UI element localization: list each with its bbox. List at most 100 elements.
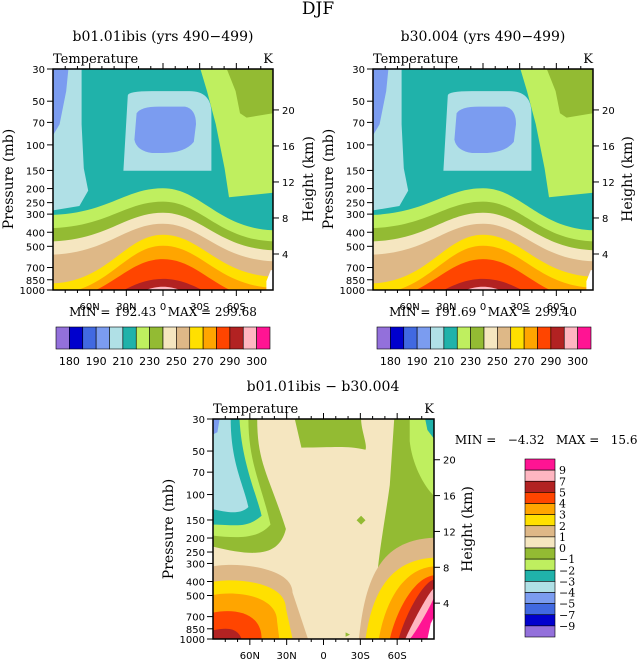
x-tick-label: 0 [160,302,166,313]
colorbar-label: 230 [139,355,160,368]
colorbar-label: 180 [59,355,80,368]
colorbar-label: −2 [559,564,575,577]
left-string: Temperature [213,402,298,417]
y-tick-label-right: 16 [282,142,295,153]
y-tick-label-right: 16 [443,492,456,503]
missing-data [266,270,273,290]
colorbar-box [497,326,512,350]
colorbar-label: −9 [559,620,575,633]
y-tick-label-right: 4 [602,250,608,261]
colorbar-box [202,326,217,350]
y-tick-label-right: 4 [443,599,449,610]
colorbar-box [470,326,485,350]
colorbar-box [524,458,556,471]
contour-plot [373,69,593,290]
y-tick-label: 500 [186,592,205,603]
y-tick-label: 70 [352,118,365,129]
y-tick-label: 100 [346,141,365,152]
y-tick-label: 150 [26,166,45,177]
colorbar-label: 250 [487,355,508,368]
colorbar-label: 190 [86,355,107,368]
x-tick-label: 30S [510,302,529,313]
y-tick-label-right: 12 [602,178,615,189]
contour-fill [409,597,434,639]
colorbar-box [416,326,431,350]
colorbar-box [537,326,552,350]
y-tick-label: 30 [32,65,45,76]
missing-data [427,617,434,639]
x-tick-label: 60N [80,302,100,313]
y-tick-label-right: 16 [602,142,615,153]
colorbar-label: 230 [460,355,481,368]
panel-title: b30.004 (yrs 490−499) [401,29,566,45]
min-max-text: MIN = 191.69 MAX = 299.40 [389,305,577,319]
panel-title: b01.01ibis − b30.004 [247,379,400,395]
contour-fill [213,628,244,639]
colorbar-box [162,326,177,350]
colorbar-label: −1 [559,553,575,566]
y-tick-label-right: 20 [602,106,615,117]
y-tick-label-right: 20 [443,456,456,467]
y-tick-label: 150 [346,166,365,177]
y-tick-label-right: 8 [443,563,449,574]
y-tick-label: 700 [186,613,205,624]
contour-fill [294,419,366,450]
colorbar-label: 4 [559,498,566,511]
colorbar-box [135,326,150,350]
colorbar-label: −4 [559,587,575,600]
colorbar-box [523,326,538,350]
contour-fill [443,278,523,290]
y-axis-label: Pressure (mb) [161,479,177,579]
missing-data [586,270,593,290]
right-string: K [424,402,434,417]
colorbar-box [69,326,84,350]
y-tick-label: 100 [26,141,45,152]
y-tick-label: 850 [346,276,365,287]
contour-fill [213,419,249,513]
colorbar-box [524,469,556,482]
y-tick-label-right: 4 [282,250,288,261]
colorbar-box [483,326,498,350]
colorbar-label: 290 [219,355,240,368]
colorbar-box [563,326,578,350]
y-tick-label: 100 [186,491,205,502]
y-tick-label-right: 12 [443,527,456,538]
colorbar-box [55,326,70,350]
x-tick-label: 30N [277,651,297,659]
x-tick-label: 30S [190,302,209,313]
colorbar-box [376,326,391,350]
contour-fill [123,278,203,290]
contour-fill [213,419,220,435]
contour-fill [53,69,69,136]
colorbar-box [524,603,556,616]
x-tick-label: 60S [227,302,246,313]
colorbar-box [122,326,137,350]
y-tick-label: 850 [26,276,45,287]
contour-fill [145,286,181,290]
y-tick-label: 400 [186,578,205,589]
y-tick-label-right: 20 [282,106,295,117]
colorbar-box [524,569,556,582]
x-tick-label: 0 [480,302,486,313]
y-tick-label: 400 [346,228,365,239]
colorbar-box [149,326,164,350]
colorbar-label: 7 [559,475,566,488]
colorbar-box [403,326,418,350]
colorbar-box [524,614,556,627]
contour-fill [134,106,196,153]
colorbar-box [550,326,565,350]
right-string: K [263,52,273,67]
colorbar-label: −5 [559,598,575,611]
colorbar-box [524,592,556,604]
y-tick-label: 1000 [20,286,45,297]
contour-plot [213,419,434,639]
y-tick-label-right: 12 [282,178,295,189]
colorbar-box [229,326,244,350]
y-tick-label: 200 [186,534,205,545]
colorbar-label: 1 [559,531,566,544]
y-tick-label-right: 8 [602,214,608,225]
colorbar-label: −7 [559,609,575,622]
contour-fill [454,106,516,153]
contour-fill [409,419,434,496]
